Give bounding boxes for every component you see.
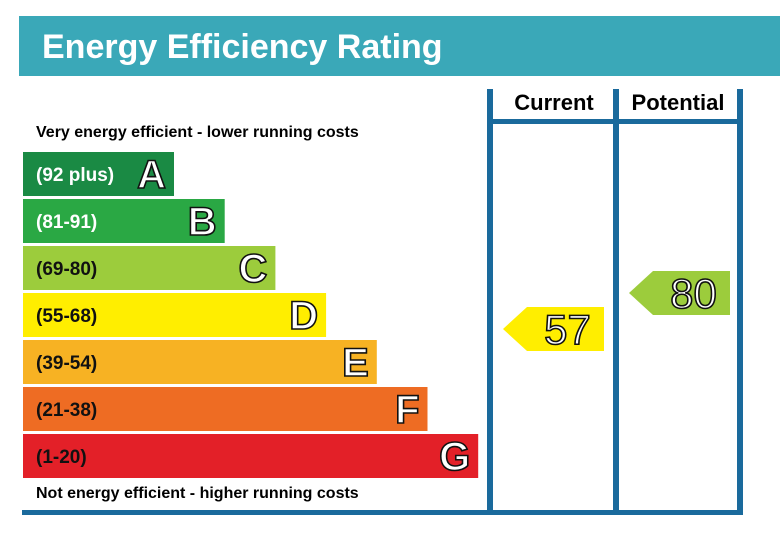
current-column-header: Current bbox=[514, 90, 594, 115]
band-range-label: (69-80) bbox=[36, 259, 97, 280]
band-range-label: (81-91) bbox=[36, 212, 97, 233]
rating-frame bbox=[22, 89, 743, 515]
band-range-label: (1-20) bbox=[36, 447, 87, 468]
marker-value: 80 bbox=[670, 270, 717, 317]
band-bar bbox=[23, 199, 225, 243]
band-bar bbox=[23, 246, 276, 290]
band-range-label: (55-68) bbox=[36, 306, 97, 327]
marker-value: 57 bbox=[544, 306, 591, 353]
potential-rating-marker: 80 bbox=[629, 269, 730, 318]
band-letter: A bbox=[137, 153, 166, 197]
band-letter: G bbox=[439, 435, 470, 479]
frame-header-line bbox=[487, 119, 743, 124]
band-range-label: (39-54) bbox=[36, 353, 97, 374]
band-range-label: (92 plus) bbox=[36, 165, 114, 186]
band-c: (69-80) C bbox=[23, 246, 276, 292]
frame-bottom-line bbox=[22, 510, 743, 515]
band-d: (55-68) D bbox=[23, 293, 327, 339]
band-letter: B bbox=[188, 200, 217, 244]
frame-divider-right bbox=[737, 89, 743, 514]
rating-markers: 57 80 bbox=[503, 269, 730, 354]
chart-title: Energy Efficiency Rating bbox=[42, 28, 443, 66]
band-a: (92 plus) A bbox=[23, 152, 174, 198]
band-b: (81-91) B bbox=[23, 199, 225, 245]
marker-arrow bbox=[503, 307, 604, 351]
marker-arrow bbox=[629, 271, 730, 315]
band-letter: C bbox=[239, 247, 268, 291]
band-letter: F bbox=[395, 388, 419, 432]
potential-column-header: Potential bbox=[632, 90, 725, 115]
band-letter: D bbox=[289, 294, 318, 338]
bottom-note: Not energy efficient - higher running co… bbox=[36, 485, 359, 502]
band-bar bbox=[23, 387, 428, 431]
band-letter: E bbox=[342, 341, 369, 385]
band-f: (21-38) F bbox=[23, 387, 428, 433]
band-bar bbox=[23, 434, 479, 478]
band-bar bbox=[23, 152, 174, 196]
title-bar bbox=[19, 16, 780, 76]
current-rating-marker: 57 bbox=[503, 305, 604, 354]
band-bar bbox=[23, 340, 377, 384]
band-g: (1-20) G bbox=[23, 434, 479, 480]
rating-bands: (92 plus) A(81-91) B(69-80) C(55-68) D(39-54… bbox=[23, 152, 479, 480]
top-note: Very energy efficient - lower running co… bbox=[36, 124, 359, 141]
frame-divider-middle bbox=[613, 89, 619, 514]
frame-divider-left bbox=[487, 89, 493, 514]
band-range-label: (21-38) bbox=[36, 400, 97, 421]
band-bar bbox=[23, 293, 327, 337]
band-e: (39-54) E bbox=[23, 340, 377, 386]
